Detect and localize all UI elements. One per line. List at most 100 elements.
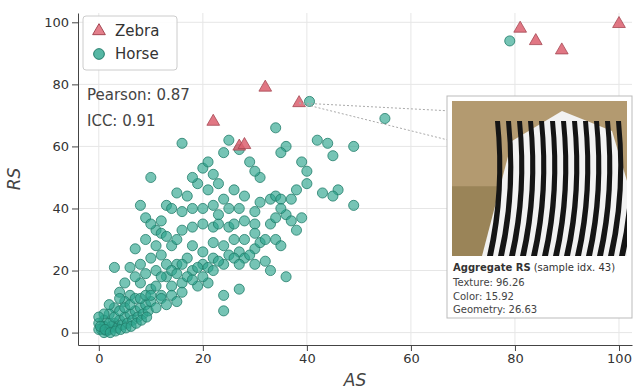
point [120, 278, 130, 288]
point [213, 210, 223, 220]
point [167, 281, 177, 291]
inset-row: Geometry:26.63 [453, 304, 537, 315]
point [245, 157, 255, 167]
point [224, 135, 234, 145]
point [213, 179, 223, 189]
point [151, 241, 161, 251]
point [198, 219, 208, 229]
point [130, 272, 140, 282]
point [297, 157, 307, 167]
point [198, 272, 208, 282]
tick-label: 80 [507, 351, 524, 366]
tick: 0 [95, 345, 103, 366]
point [161, 300, 171, 310]
tick-mark [72, 84, 78, 85]
legend-marker [94, 49, 105, 60]
inset-link [299, 103, 452, 141]
point [328, 191, 338, 201]
annotation: ICC: 0.91 [87, 112, 156, 130]
point [213, 256, 223, 266]
tick: 60 [403, 345, 420, 366]
tick: 20 [195, 345, 212, 366]
inset-row-value: 96.26 [496, 277, 525, 288]
point [130, 244, 140, 254]
point [239, 216, 249, 226]
point [193, 262, 203, 272]
point [151, 303, 161, 313]
point [224, 203, 234, 213]
point [259, 80, 272, 91]
point [208, 200, 218, 210]
tick-mark [411, 345, 412, 351]
tick: 40 [52, 201, 78, 216]
point [167, 203, 177, 213]
point [234, 259, 244, 269]
point [349, 200, 359, 210]
grid [78, 13, 632, 345]
point [187, 203, 197, 213]
tick-mark [72, 22, 78, 23]
legend-box [83, 16, 177, 70]
axis-line [79, 345, 633, 346]
point [198, 203, 208, 213]
point [229, 234, 239, 244]
inset-row: Texture:96.26 [452, 277, 525, 288]
point [328, 151, 338, 161]
point [208, 169, 218, 179]
point [271, 123, 281, 133]
point [135, 200, 145, 210]
point [250, 166, 260, 176]
point [380, 113, 390, 123]
point [239, 191, 249, 201]
point [156, 250, 166, 260]
point [250, 207, 260, 217]
point [276, 194, 286, 204]
point [514, 21, 527, 32]
x-axis-title: AS [343, 370, 367, 390]
point [203, 185, 213, 195]
point [172, 234, 182, 244]
tick-mark [72, 208, 78, 209]
tick-mark [72, 333, 78, 334]
tick-mark [72, 146, 78, 147]
point [146, 172, 156, 182]
y-axis-title: RS [4, 167, 24, 190]
point [239, 234, 249, 244]
legend-label: Zebra [115, 22, 159, 40]
point [302, 179, 312, 189]
point [312, 135, 322, 145]
point [276, 148, 286, 158]
inset-links [299, 103, 452, 141]
tick-mark [72, 271, 78, 272]
point [291, 225, 301, 235]
inset-box [447, 96, 632, 318]
point [317, 188, 327, 198]
point [555, 43, 568, 54]
point [198, 247, 208, 257]
tick: 80 [52, 77, 78, 92]
point [213, 219, 223, 229]
point [293, 96, 306, 107]
point [250, 228, 260, 238]
point [349, 141, 359, 151]
tick-label: 100 [44, 15, 69, 30]
tick: 80 [507, 345, 524, 366]
point [613, 17, 626, 28]
point [172, 297, 182, 307]
point [505, 36, 515, 46]
point [182, 191, 192, 201]
point [146, 290, 156, 300]
tick-label: 60 [52, 139, 69, 154]
chart: 020406080100020406080100ASRSZebraHorsePe… [0, 0, 635, 392]
tick-mark [99, 345, 100, 351]
point [161, 231, 171, 241]
point [250, 259, 260, 269]
point [104, 300, 114, 310]
annotation: Pearson: 0.87 [87, 86, 190, 104]
tick-label: 0 [95, 351, 103, 366]
tick: 100 [44, 15, 78, 30]
tick-mark [515, 345, 516, 351]
point [219, 290, 229, 300]
point [146, 219, 156, 229]
point [219, 194, 229, 204]
